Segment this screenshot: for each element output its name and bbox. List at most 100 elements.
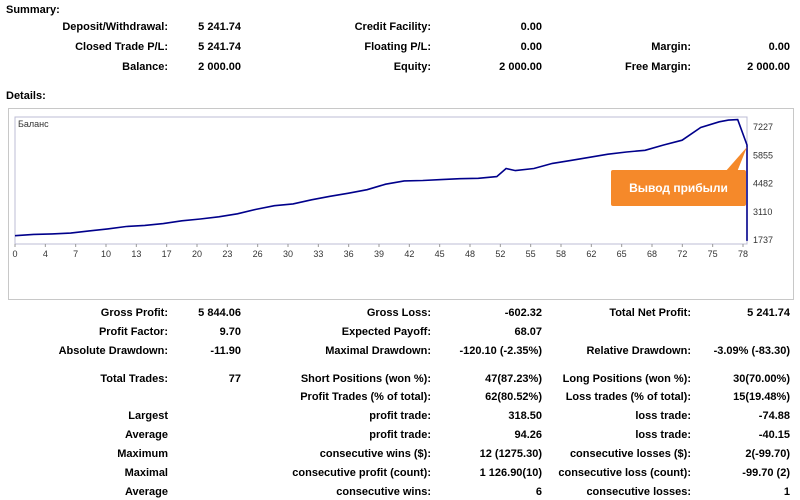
x-tick-label: 26 xyxy=(253,249,263,259)
floating-pl-label: Floating P/L: xyxy=(364,41,431,53)
average-consecutive-wins-value: 6 xyxy=(535,486,542,498)
credit-facility-label: Credit Facility: xyxy=(354,21,431,33)
y-tick-label: 3110 xyxy=(753,207,772,217)
x-tick-label: 78 xyxy=(738,249,748,259)
largest-label: Largest xyxy=(128,410,168,422)
x-tick-label: 55 xyxy=(526,249,536,259)
short-positions-label: Short Positions (won %): xyxy=(300,373,431,385)
max-consecutive-losses-label: consecutive losses ($): xyxy=(569,448,691,460)
x-tick-label: 20 xyxy=(192,249,202,259)
x-tick-label: 48 xyxy=(465,249,475,259)
total-trades-value: 77 xyxy=(228,373,241,385)
relative-drawdown-value: -3.09% (-83.30) xyxy=(713,345,790,357)
x-tick-label: 10 xyxy=(101,249,111,259)
largest-loss-trade-label: loss trade: xyxy=(635,410,691,422)
maximal-drawdown-label: Maximal Drawdown: xyxy=(325,345,431,357)
deposit-withdrawal-value: 5 241.74 xyxy=(198,21,241,33)
maximal-consecutive-profit-value: 1 126.90(10) xyxy=(479,467,542,479)
x-tick-label: 52 xyxy=(495,249,505,259)
floating-pl-value: 0.00 xyxy=(520,41,542,53)
long-positions-label: Long Positions (won %): xyxy=(562,373,691,385)
x-tick-label: 58 xyxy=(556,249,566,259)
expected-payoff-value: 68.07 xyxy=(514,326,542,338)
x-tick-label: 23 xyxy=(222,249,232,259)
equity-value: 2 000.00 xyxy=(499,61,542,73)
x-tick-label: 72 xyxy=(677,249,687,259)
y-tick-label: 1737 xyxy=(753,235,773,245)
x-tick-label: 13 xyxy=(131,249,141,259)
average-consecutive-losses-label: consecutive losses: xyxy=(586,486,691,498)
loss-trades-value: 15(19.48%) xyxy=(733,391,790,403)
balance-line xyxy=(14,118,748,241)
credit-facility-value: 0.00 xyxy=(520,21,542,33)
average-loss-trade-value: -40.15 xyxy=(758,429,790,441)
relative-drawdown-label: Relative Drawdown: xyxy=(586,345,691,357)
balance-label: Balance: xyxy=(122,61,168,73)
profit-factor-label: Profit Factor: xyxy=(98,326,168,338)
x-tick-label: 17 xyxy=(162,249,172,259)
margin-label: Margin: xyxy=(651,41,691,53)
chart-title: Баланс xyxy=(18,119,49,129)
balance-value: 2 000.00 xyxy=(198,61,241,73)
x-tick-label: 0 xyxy=(12,249,17,259)
short-positions-value: 47(87.23%) xyxy=(485,373,542,385)
maximal-label: Maximal xyxy=(124,467,168,479)
x-tick-label: 42 xyxy=(404,249,414,259)
x-tick-label: 39 xyxy=(374,249,384,259)
total-net-profit-value: 5 241.74 xyxy=(747,307,790,319)
x-tick-label: 45 xyxy=(435,249,445,259)
max-consecutive-wins-value: 12 (1275.30) xyxy=(479,448,542,460)
x-tick-label: 75 xyxy=(708,249,718,259)
y-tick-label: 7227 xyxy=(753,122,773,132)
average-consecutive-losses-value: 1 xyxy=(783,486,790,498)
gross-profit-value: 5 844.06 xyxy=(198,307,241,319)
x-tick-label: 33 xyxy=(313,249,323,259)
total-net-profit-label: Total Net Profit: xyxy=(609,307,691,319)
max-consecutive-wins-label: consecutive wins ($): xyxy=(319,448,431,460)
y-tick-label: 5855 xyxy=(753,150,773,160)
details-heading: Details: xyxy=(6,90,46,102)
profit-trades-value: 62(80.52%) xyxy=(485,391,542,403)
x-tick-label: 7 xyxy=(73,249,78,259)
free-margin-value: 2 000.00 xyxy=(747,61,790,73)
margin-value: 0.00 xyxy=(768,41,790,53)
x-tick-label: 65 xyxy=(617,249,627,259)
closed-trade-pl-value: 5 241.74 xyxy=(198,41,241,53)
average-loss-trade-label: loss trade: xyxy=(635,429,691,441)
free-margin-label: Free Margin: xyxy=(624,61,691,73)
loss-trades-label: Loss trades (% of total): xyxy=(565,391,691,403)
gross-loss-value: -602.32 xyxy=(504,307,542,319)
x-tick-label: 36 xyxy=(344,249,354,259)
maximal-drawdown-value: -120.10 (-2.35%) xyxy=(459,345,542,357)
y-tick-label: 4482 xyxy=(753,179,773,189)
x-tick-label: 30 xyxy=(283,249,293,259)
long-positions-value: 30(70.00%) xyxy=(733,373,790,385)
callout-pointer xyxy=(725,147,747,172)
total-trades-label: Total Trades: xyxy=(100,373,168,385)
closed-trade-pl-label: Closed Trade P/L: xyxy=(75,41,168,53)
max-consecutive-losses-value: 2(-99.70) xyxy=(745,448,790,460)
maximal-consecutive-profit-label: consecutive profit (count): xyxy=(292,467,431,479)
deposit-withdrawal-label: Deposit/Withdrawal: xyxy=(62,21,168,33)
gross-loss-label: Gross Loss: xyxy=(366,307,431,319)
average-consecutive-label: Average xyxy=(124,486,168,498)
profit-trades-label: Profit Trades (% of total): xyxy=(300,391,431,403)
average-consecutive-wins-label: consecutive wins: xyxy=(336,486,431,498)
x-tick-label: 62 xyxy=(586,249,596,259)
profit-withdrawal-callout: Вывод прибыли xyxy=(611,170,746,206)
average-profit-trade-value: 94.26 xyxy=(514,429,542,441)
x-tick-label: 4 xyxy=(43,249,48,259)
profit-factor-value: 9.70 xyxy=(219,326,241,338)
average-label: Average xyxy=(124,429,168,441)
equity-label: Equity: xyxy=(393,61,431,73)
average-profit-trade-label: profit trade: xyxy=(369,429,431,441)
maximal-consecutive-loss-label: consecutive loss (count): xyxy=(558,467,691,479)
x-tick-label: 68 xyxy=(647,249,657,259)
absolute-drawdown-value: -11.90 xyxy=(210,345,241,357)
largest-loss-trade-value: -74.88 xyxy=(758,410,790,422)
summary-heading: Summary: xyxy=(6,4,60,16)
absolute-drawdown-label: Absolute Drawdown: xyxy=(58,345,168,357)
largest-profit-trade-label: profit trade: xyxy=(369,410,431,422)
gross-profit-label: Gross Profit: xyxy=(100,307,168,319)
maximum-label: Maximum xyxy=(117,448,168,460)
